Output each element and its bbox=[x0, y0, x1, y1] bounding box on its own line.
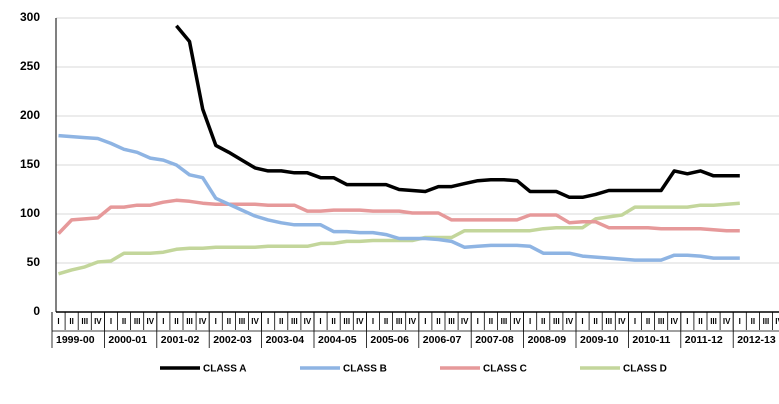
x-tick-label: I bbox=[162, 317, 164, 326]
y-tick-label: 250 bbox=[20, 59, 40, 73]
x-tick-label: III bbox=[291, 317, 298, 326]
x-tick-label: III bbox=[763, 317, 770, 326]
x-tick-label: IV bbox=[304, 317, 312, 326]
x-tick-label: I bbox=[372, 317, 374, 326]
x-tick-label: II bbox=[436, 317, 440, 326]
plot-area bbox=[57, 24, 740, 276]
x-tick-label: III bbox=[81, 317, 88, 326]
legend: CLASS A CLASS B CLASS C CLASS D bbox=[160, 364, 667, 375]
x-tick-label: I bbox=[529, 317, 531, 326]
x-tick-label: IV bbox=[513, 317, 521, 326]
x-tick-label: I bbox=[634, 317, 636, 326]
x-group-label: 1999-00 bbox=[56, 334, 95, 346]
x-group-label: 2005-06 bbox=[370, 334, 409, 346]
x-tick-label: IV bbox=[251, 317, 259, 326]
x-tick-label: II bbox=[593, 317, 597, 326]
x-tick-label: I bbox=[215, 317, 217, 326]
x-tick-label: III bbox=[396, 317, 403, 326]
x-group-label: 2006-07 bbox=[423, 334, 462, 346]
x-tick-label: III bbox=[553, 317, 560, 326]
x-group-label: 2003-04 bbox=[266, 334, 305, 346]
x-tick-label: I bbox=[739, 317, 741, 326]
x-tick-label: IV bbox=[356, 317, 364, 326]
x-tick-label: I bbox=[581, 317, 583, 326]
x-tick-label: III bbox=[605, 317, 612, 326]
x-tick-label: II bbox=[698, 317, 702, 326]
x-group-label: 2004-05 bbox=[318, 334, 357, 346]
y-tick-label: 150 bbox=[20, 157, 40, 171]
x-tick-label: III bbox=[448, 317, 455, 326]
x-group-label: 2007-08 bbox=[475, 334, 514, 346]
x-tick-label: I bbox=[424, 317, 426, 326]
x-tick-label: III bbox=[186, 317, 193, 326]
x-tick-label: II bbox=[279, 317, 283, 326]
x-group-label: 2011-12 bbox=[685, 334, 723, 346]
y-tick-label: 50 bbox=[27, 255, 41, 269]
x-tick-label: I bbox=[477, 317, 479, 326]
x-tick-label: II bbox=[227, 317, 231, 326]
x-tick-label: I bbox=[686, 317, 688, 326]
x-tick-label: IV bbox=[723, 317, 731, 326]
x-tick-label: IV bbox=[94, 317, 102, 326]
legend-label: CLASS C bbox=[483, 364, 527, 375]
x-group-label: 2000-01 bbox=[108, 334, 147, 346]
series-line bbox=[58, 133, 740, 262]
x-group-label: 2010-11 bbox=[632, 334, 670, 346]
x-tick-label: III bbox=[239, 317, 246, 326]
x-tick-label: II bbox=[541, 317, 545, 326]
x-tick-label: III bbox=[501, 317, 508, 326]
x-tick-label: II bbox=[122, 317, 126, 326]
legend-label: CLASS B bbox=[343, 364, 387, 375]
series-line bbox=[175, 24, 740, 200]
x-tick-label: II bbox=[69, 317, 73, 326]
x-group-label: 2001-02 bbox=[161, 334, 200, 346]
x-tick-label: II bbox=[384, 317, 388, 326]
y-tick-label: 0 bbox=[33, 304, 40, 318]
series-line bbox=[57, 198, 740, 235]
x-tick-label: IV bbox=[670, 317, 678, 326]
y-tick-label: 300 bbox=[20, 10, 40, 24]
x-tick-label: IV bbox=[199, 317, 207, 326]
y-tick-label: 100 bbox=[20, 206, 40, 220]
x-group-label: 2008-09 bbox=[528, 334, 567, 346]
x-tick-label: I bbox=[110, 317, 112, 326]
x-tick-label: IV bbox=[566, 317, 574, 326]
legend-label: CLASS A bbox=[203, 364, 247, 375]
y-tick-label: 200 bbox=[20, 108, 40, 122]
x-tick-label: III bbox=[658, 317, 665, 326]
x-tick-label: I bbox=[57, 317, 59, 326]
series-line bbox=[58, 201, 740, 276]
x-group-label: 2002-03 bbox=[213, 334, 252, 346]
x-tick-label: III bbox=[134, 317, 141, 326]
x-tick-label: I bbox=[267, 317, 269, 326]
grid: 0 50 100 150 200 250 300 bbox=[20, 10, 779, 318]
x-tick-label: IV bbox=[618, 317, 626, 326]
x-tick-label: II bbox=[751, 317, 755, 326]
x-tick-label: IV bbox=[775, 317, 779, 326]
x-group-label: 2012-13 bbox=[737, 334, 776, 346]
x-tick-label: II bbox=[646, 317, 650, 326]
x-tick-label: II bbox=[174, 317, 178, 326]
x-tick-label: IV bbox=[146, 317, 154, 326]
x-tick-label: IV bbox=[408, 317, 416, 326]
x-axis: I II III IV I II III IV I II III IV I II III IV I II III IV… bbox=[51, 312, 779, 348]
x-tick-label: III bbox=[343, 317, 350, 326]
x-tick-label: II bbox=[489, 317, 493, 326]
x-tick-label: III bbox=[710, 317, 717, 326]
x-tick-label: I bbox=[319, 317, 321, 326]
legend-label: CLASS D bbox=[623, 364, 667, 375]
x-tick-label: II bbox=[331, 317, 335, 326]
x-tick-label: IV bbox=[461, 317, 469, 326]
x-group-label: 2009-10 bbox=[580, 334, 619, 346]
